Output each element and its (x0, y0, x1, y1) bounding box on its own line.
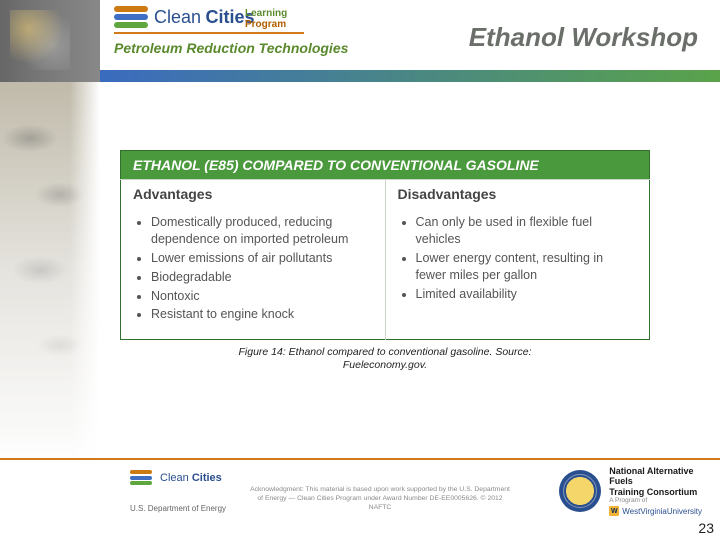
orange-divider (114, 32, 304, 34)
header: Clean Cities Learning Program Petroleum … (0, 0, 720, 82)
list-item: Resistant to engine knock (151, 306, 373, 323)
disadvantages-cell: Can only be used in flexible fuel vehicl… (385, 208, 650, 340)
wv-shield-icon: W (609, 506, 619, 516)
list-item: Domestically produced, reducing dependen… (151, 214, 373, 248)
footer-brand: Clean Cities (160, 472, 222, 484)
list-item: Limited availability (416, 286, 638, 303)
footer-right: National Alternative Fuels Training Cons… (559, 466, 702, 516)
list-item: Lower energy content, resulting in fewer… (416, 250, 638, 284)
list-item: Lower emissions of air pollutants (151, 250, 373, 267)
header-right: Clean Cities Learning Program Petroleum … (100, 0, 720, 82)
wvu-label: W WestVirginiaUniversity (609, 506, 702, 516)
doe-label: U.S. Department of Energy (130, 504, 226, 513)
slide-title: Ethanol Workshop (469, 22, 698, 53)
naftc-block: National Alternative Fuels Training Cons… (609, 466, 702, 516)
naftc-seal-icon (559, 470, 601, 512)
col-heading-disadvantages: Disadvantages (385, 180, 650, 209)
logo-bar (114, 14, 148, 20)
brand-clean: Clean (154, 7, 201, 27)
list-item: Biodegradable (151, 269, 373, 286)
footer: Clean Cities U.S. Department of Energy A… (0, 458, 720, 540)
left-photo-strip (0, 82, 100, 458)
list-item: Can only be used in flexible fuel vehicl… (416, 214, 638, 248)
gradient-bar (100, 70, 720, 82)
table-title: ETHANOL (E85) COMPARED TO CONVENTIONAL G… (121, 151, 650, 180)
logo-bar (114, 22, 148, 28)
advantages-list: Domestically produced, reducing dependen… (133, 214, 373, 323)
footer-left-logo: Clean Cities (130, 470, 222, 485)
figure-caption: Figure 14: Ethanol compared to conventio… (120, 346, 650, 372)
list-item: Nontoxic (151, 288, 373, 305)
footer-divider (0, 458, 720, 460)
logo-bars-icon (114, 6, 148, 28)
disadvantages-list: Can only be used in flexible fuel vehicl… (398, 214, 638, 302)
learning-program-label: Learning Program (245, 8, 287, 30)
caption-line2: Fueleconomy.gov. (343, 359, 427, 371)
content-area: ETHANOL (E85) COMPARED TO CONVENTIONAL G… (120, 150, 670, 373)
subtitle-tech: Petroleum Reduction Technologies (114, 40, 348, 56)
logo-bar (114, 6, 148, 12)
logo-text: Clean Cities (154, 8, 255, 27)
caption-line1: Figure 14: Ethanol compared to conventio… (238, 346, 531, 358)
logo-bars-mini-icon (130, 470, 152, 485)
advantages-cell: Domestically produced, reducing dependen… (121, 208, 386, 340)
acknowledgment-text: Acknowledgment: This material is based u… (250, 486, 510, 512)
clean-cities-logo: Clean Cities (114, 6, 255, 28)
a-program-of: A Program of (609, 497, 702, 504)
comparison-table: ETHANOL (E85) COMPARED TO CONVENTIONAL G… (120, 150, 650, 340)
col-heading-advantages: Advantages (121, 180, 386, 209)
page-number: 23 (698, 520, 714, 536)
header-photo-strip (0, 0, 100, 82)
